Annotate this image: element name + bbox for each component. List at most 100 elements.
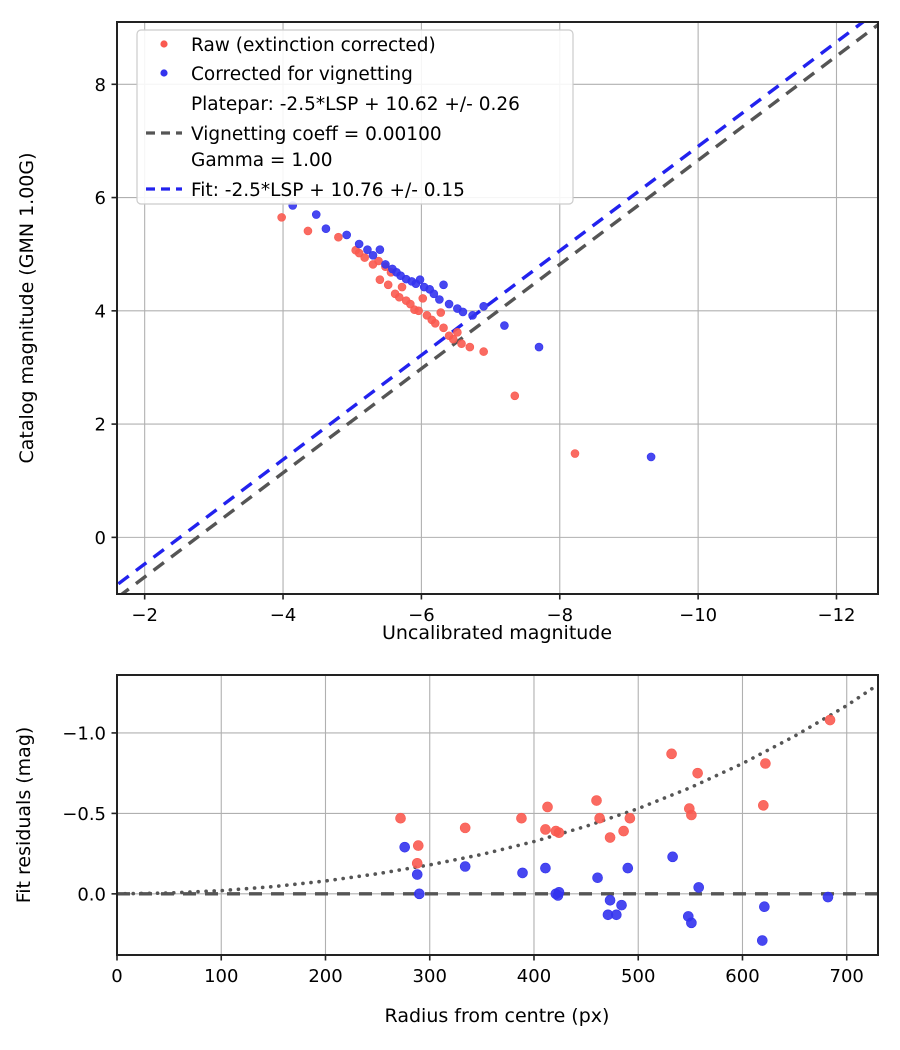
y-tick-label: 2 bbox=[95, 415, 106, 436]
data-point bbox=[411, 869, 423, 880]
legend-label-platepar: Platepar: -2.5*LSP + 10.62 +/- 0.26 bbox=[191, 94, 520, 115]
x-tick-label: 200 bbox=[308, 966, 342, 987]
bottom-xaxis-label: Radius from centre (px) bbox=[385, 1005, 610, 1027]
x-tick-label: −8 bbox=[546, 605, 573, 626]
legend-entry-raw: Raw (extinction corrected) bbox=[160, 35, 436, 56]
data-point bbox=[540, 862, 551, 874]
data-point bbox=[758, 800, 769, 811]
data-point bbox=[686, 917, 697, 929]
y-tick-label: 4 bbox=[95, 301, 106, 322]
y-tick-label: 6 bbox=[95, 188, 106, 209]
bottom-yaxis-label: Fit residuals (mag) bbox=[13, 727, 35, 904]
data-point bbox=[693, 882, 704, 893]
legend-label-gamma: Gamma = 1.00 bbox=[191, 150, 333, 171]
data-point bbox=[666, 748, 677, 760]
data-point bbox=[624, 812, 636, 824]
x-tick-label: 300 bbox=[413, 966, 447, 987]
trend-line bbox=[119, 23, 878, 594]
bottom-scatter-corrected bbox=[399, 841, 834, 946]
y-tick-label: 0.0 bbox=[77, 884, 106, 905]
bottom-scatter-raw bbox=[395, 714, 836, 869]
bottom-axes-frame bbox=[116, 674, 879, 956]
data-point bbox=[570, 449, 580, 458]
data-point bbox=[457, 339, 466, 348]
data-point bbox=[458, 307, 468, 317]
data-point bbox=[479, 302, 488, 311]
data-point bbox=[394, 292, 404, 302]
top-yaxis-label: Catalog magnitude (GMN 1.00G) bbox=[16, 152, 38, 463]
legend-marker-corrected-dot bbox=[160, 69, 168, 77]
bottom-tick-labels: 0 100 200 300 400 500 600 700 0.0 −0.5 −1.0 bbox=[62, 723, 864, 987]
legend-marker-raw-dot bbox=[160, 40, 168, 48]
data-point bbox=[540, 824, 551, 835]
data-point bbox=[759, 901, 770, 913]
data-point bbox=[303, 226, 313, 236]
data-point bbox=[824, 714, 836, 726]
data-point bbox=[368, 251, 378, 260]
data-point bbox=[459, 822, 471, 834]
data-point bbox=[692, 767, 703, 779]
x-tick-label: 500 bbox=[621, 966, 655, 987]
top-scatter-raw bbox=[277, 213, 580, 458]
data-point bbox=[360, 253, 369, 262]
x-tick-label: −6 bbox=[408, 605, 435, 626]
bottom-axis-ticks bbox=[111, 732, 848, 961]
data-point bbox=[534, 342, 544, 352]
data-point bbox=[415, 275, 425, 284]
data-point bbox=[439, 280, 448, 290]
data-point bbox=[354, 248, 364, 258]
data-point bbox=[411, 857, 423, 869]
data-point bbox=[646, 452, 656, 462]
data-point bbox=[592, 872, 603, 884]
data-point bbox=[453, 328, 462, 337]
data-point bbox=[311, 210, 321, 219]
data-point bbox=[381, 260, 390, 269]
data-point bbox=[399, 841, 411, 853]
data-point bbox=[510, 391, 520, 401]
legend-label-fit: Fit: -2.5*LSP + 10.76 +/- 0.15 bbox=[191, 180, 465, 201]
data-point bbox=[375, 275, 385, 284]
data-point bbox=[444, 299, 454, 309]
data-point bbox=[397, 282, 407, 292]
data-point bbox=[374, 256, 383, 266]
legend-entry-fit: Fit: -2.5*LSP + 10.76 +/- 0.15 bbox=[146, 180, 465, 201]
data-point bbox=[375, 245, 385, 254]
y-tick-label: 0 bbox=[95, 528, 106, 549]
data-point bbox=[436, 308, 446, 317]
data-point bbox=[479, 347, 488, 356]
x-tick-label: −12 bbox=[817, 605, 855, 626]
y-tick-label: −1.0 bbox=[62, 723, 106, 744]
legend-box bbox=[136, 29, 574, 205]
data-point bbox=[414, 888, 425, 900]
x-tick-label: 700 bbox=[830, 966, 864, 987]
data-point bbox=[622, 862, 634, 874]
x-tick-label: 0 bbox=[111, 966, 122, 987]
data-point bbox=[342, 230, 351, 240]
data-point bbox=[616, 899, 627, 911]
data-point bbox=[430, 318, 440, 328]
bottom-plot-area bbox=[117, 675, 878, 955]
bottom-model-lines bbox=[117, 682, 878, 896]
data-point bbox=[468, 311, 477, 320]
data-point bbox=[760, 758, 771, 769]
legend-label-corrected: Corrected for vignetting bbox=[191, 64, 413, 85]
data-point bbox=[435, 295, 444, 304]
data-point bbox=[334, 232, 343, 242]
data-point bbox=[439, 323, 448, 333]
data-point bbox=[594, 812, 605, 824]
data-point bbox=[516, 812, 527, 824]
data-point bbox=[604, 894, 616, 906]
data-point bbox=[553, 827, 565, 839]
data-point bbox=[591, 795, 602, 806]
y-tick-label: 8 bbox=[95, 75, 106, 96]
legend-entry-platepar: Platepar: -2.5*LSP + 10.62 +/- 0.26 bbox=[191, 94, 520, 115]
data-point bbox=[429, 289, 439, 299]
x-tick-label: 600 bbox=[725, 966, 759, 987]
data-point bbox=[542, 801, 553, 813]
data-point bbox=[500, 321, 509, 330]
top-tick-labels: −2 −4 −6 −8 −10 −12 0 2 4 6 8 bbox=[95, 75, 856, 626]
trend-line bbox=[117, 22, 866, 586]
legend-label-raw: Raw (extinction corrected) bbox=[191, 35, 436, 56]
